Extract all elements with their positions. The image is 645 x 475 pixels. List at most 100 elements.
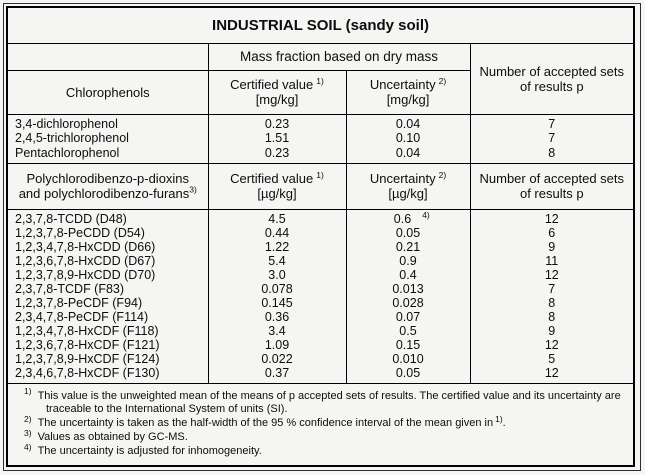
uncertainty-value: 0.9 [345,253,471,268]
sets-value: 9 [469,239,635,254]
footnote-marker: 3) [24,427,32,438]
table-row: 1,2,3,4,7,8-HxCDF (F118) 3.4 0.5 9 [6,323,635,338]
sets-value: 11 [469,253,635,268]
compound-name: 2,3,4,7,8-PeCDF (F114) [6,309,209,324]
sets-value: 8 [469,145,635,164]
table-row: 2,3,7,8-TCDD (D48) 4.5 0.6 4) 12 [6,208,635,226]
footnote-text: . [502,417,506,430]
sets-value: 12 [469,337,635,352]
footnote-4: 4) The uncertainty is adjusted for inhomo… [16,441,623,459]
footnote-text: The uncertainty is taken as the half-wid… [37,417,494,430]
uncertainty-value: 0.15 [345,337,471,352]
sets-value: 7 [469,281,635,296]
uncertainty-value: 0.010 [345,351,471,366]
table-row: 1) This value is the unweighted mean of t… [6,382,635,467]
table-row: 1,2,3,7,8-PeCDD (D54) 0.44 0.05 6 [6,225,635,240]
uncertainty-unit: [µg/kg] [388,186,428,202]
footnote-3: 3) Values as obtained by GC-MS. [16,427,623,445]
page-title: INDUSTRIAL SOIL (sandy soil) [6,7,635,43]
dioxins-section-line1: Polychlorodibenzo-p-dioxins [26,171,190,187]
footnote-marker: 2) [24,413,32,424]
compound-name: 3,4-dichlorophenol [6,113,209,131]
sets-value: 12 [469,267,635,282]
uncertainty-value: 0.4 [345,267,471,282]
uncertainty-header: Uncertainty 2) [mg/kg] [345,69,471,114]
footnote-2: 2) The uncertainty is taken as the half-w… [16,413,623,431]
footnote-text: The uncertainty is adjusted for inhomoge… [37,445,262,458]
certified-unit: [mg/kg] [255,92,299,107]
certified-value-header: Certified value 1) [mg/kg] [207,69,347,114]
compound-name: Pentachlorophenol [6,145,209,164]
footnote-marker: 4) [24,441,32,452]
table-row: 2,3,7,8-TCDF (F83) 0.078 0.013 7 [6,281,635,296]
footnote-ref-2: 2) [438,75,447,86]
footnote-text: Values as obtained by GC-MS. [37,431,188,444]
sets-header-line2: of results p [519,78,584,94]
certified-value: 0.23 [207,113,347,131]
table-row: Mass fraction based on dry mass Number o… [6,42,635,114]
certified-unit: [µg/kg] [257,186,297,202]
footnote-ref-1: 1) [316,75,324,86]
compound-name: 1,2,3,7,8,9-HxCDF (F124) [6,351,209,366]
certified-value: 1.22 [207,239,347,254]
certified-value: 0.36 [207,309,347,324]
mass-fraction-header: Mass fraction based on dry mass [207,42,471,70]
compound-name: 1,2,3,7,8,9-HxCDD (D70) [6,267,209,282]
sets-header-line1: Number of accepted sets [479,171,625,187]
table-row: 1,2,3,6,7,8-HxCDF (F121) 1.09 0.15 12 [6,337,635,352]
uncertainty-value: 0.04 [345,145,471,164]
table-row: Chlorophenols Certified value 1) [mg/kg] … [6,69,634,114]
certified-value: 1.51 [207,130,347,146]
certified-value: 0.37 [207,365,347,384]
certified-label: Certified value [230,171,314,187]
uncertainty-value: 0.028 [345,295,471,310]
chlorophenols-section-header: Chlorophenols [6,69,209,114]
page-frame: INDUSTRIAL SOIL (sandy soil) Mass fracti… [3,3,641,471]
certified-value: 1.09 [207,337,347,352]
compound-name: 1,2,3,7,8-PeCDF (F94) [6,295,209,310]
table-row: 1,2,3,4,7,8-HxCDD (D66) 1.22 0.21 9 [6,239,635,254]
table-row: 2,3,4,7,8-PeCDF (F114) 0.36 0.07 8 [6,309,635,324]
table-row: Pentachlorophenol 0.23 0.04 8 [6,145,635,164]
sets-header-line2: of results p [519,186,584,202]
footnote-1: 1) This value is the unweighted mean of t… [16,387,623,417]
footnotes-section: 1) This value is the unweighted mean of t… [6,382,635,467]
compound-name: 1,2,3,6,7,8-HxCDD (D67) [6,253,209,268]
uncertainty-value: 0.07 [345,309,471,324]
certified-value: 0.44 [207,225,347,240]
uncertainty-value: 0.04 [345,113,471,131]
table-row: 1,2,3,7,8,9-HxCDD (D70) 3.0 0.4 12 [6,267,635,282]
table-row: 3,4-dichlorophenol 0.23 0.04 7 [6,113,635,131]
compound-name: 1,2,3,4,7,8-HxCDF (F118) [6,323,209,338]
uncertainty-header: Uncertainty 2) [µg/kg] [345,162,471,210]
sets-header: Number of accepted sets of results p [469,42,635,114]
compound-name: 1,2,3,6,7,8-HxCDF (F121) [6,337,209,352]
certified-label: Certified value [230,77,314,92]
sets-value: 12 [469,208,635,226]
dioxins-section-header: Polychlorodibenzo-p-dioxins and polychlo… [6,162,209,210]
sets-header: Number of accepted sets of results p [469,162,635,210]
uncertainty-unit: [mg/kg] [386,92,430,107]
sets-value: 7 [469,113,635,131]
footnote-marker: 1) [24,386,32,397]
sets-value: 5 [469,351,635,366]
certified-value: 0.022 [207,351,347,366]
sets-value: 12 [469,365,635,384]
uncertainty-value: 0.013 [345,281,471,296]
uncertainty-value: 0.6 4) [345,208,471,226]
certified-value: 3.4 [207,323,347,338]
table-row: 2,4,5-trichlorophenol 1.51 0.10 7 [6,130,635,146]
footnote-text: traceable to the International System of… [46,403,288,416]
table-row: 1,2,3,6,7,8-HxCDD (D67) 5.4 0.9 11 [6,253,635,268]
certified-value-header: Certified value 1) [µg/kg] [207,162,347,210]
table-row: INDUSTRIAL SOIL (sandy soil) [6,7,635,43]
compound-name: 1,2,3,4,7,8-HxCDD (D66) [6,239,209,254]
certified-value: 5.4 [207,253,347,268]
certified-value: 0.145 [207,295,347,310]
compound-name: 2,4,5-trichlorophenol [6,130,209,146]
uncertainty-label: Uncertainty [369,77,436,92]
uncertainty-value: 0.05 [345,225,471,240]
compound-name: 2,3,7,8-TCDF (F83) [6,281,209,296]
uncertainty-value: 0.10 [345,130,471,146]
certified-value: 0.23 [207,145,347,164]
